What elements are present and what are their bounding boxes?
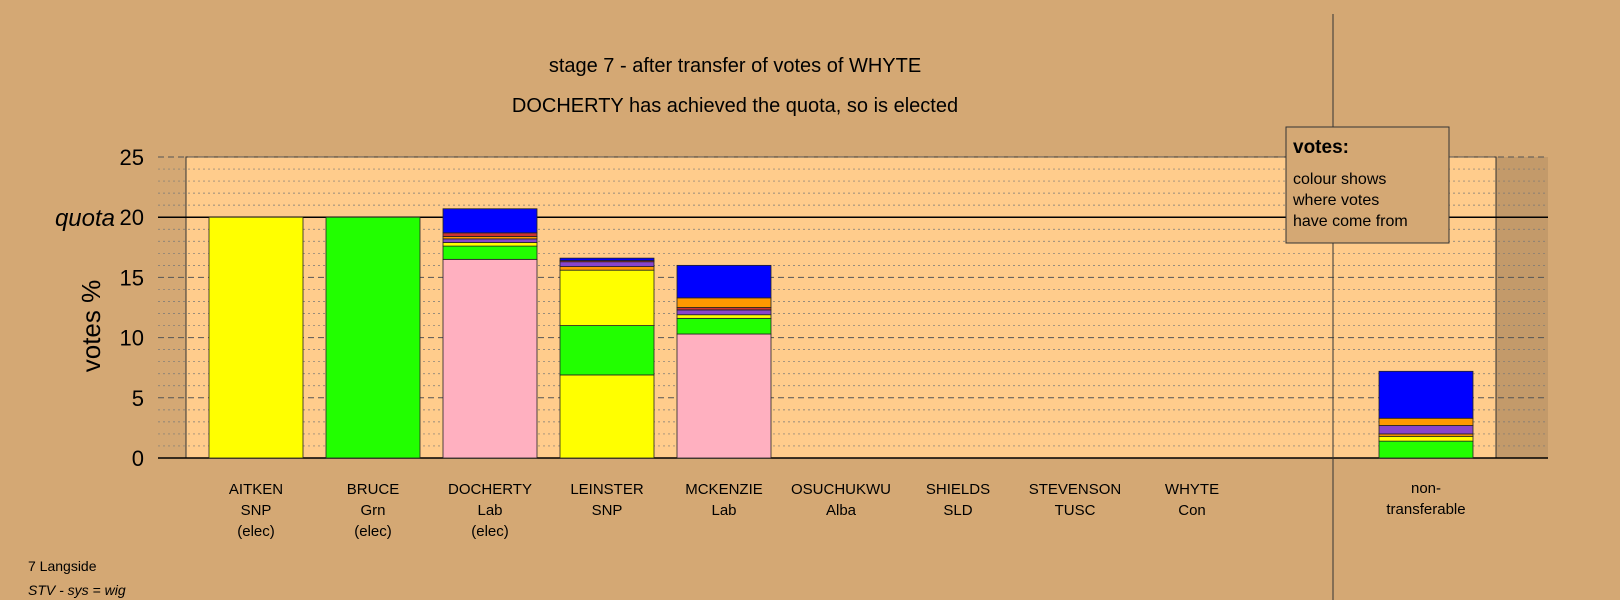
nontransferable-label: non- xyxy=(1411,480,1441,497)
x-category-label: (elec) xyxy=(354,523,392,540)
bar-segment xyxy=(442,242,538,247)
nontransferable-segment xyxy=(1378,440,1474,459)
bar-segment xyxy=(442,258,538,459)
bar-segment xyxy=(559,266,655,271)
x-category-label: SNP xyxy=(241,502,272,519)
bar-segment xyxy=(442,232,538,237)
bar-segment xyxy=(442,208,538,234)
ward-name: 7 Langside xyxy=(28,558,97,574)
bar-segment xyxy=(559,325,655,376)
x-category-label: WHYTE xyxy=(1165,481,1219,498)
bar-segment xyxy=(676,314,772,319)
x-category-label: (elec) xyxy=(471,523,509,540)
chart-subtitle: DOCHERTY has achieved the quota, so is e… xyxy=(512,95,958,117)
y-axis-label: votes % xyxy=(76,280,106,373)
nontransferable-segment xyxy=(1378,370,1474,419)
quota-label: quota xyxy=(55,205,115,232)
legend-line-3: have come from xyxy=(1293,213,1408,230)
x-category-label: Lab xyxy=(477,502,502,519)
x-category-label: Grn xyxy=(360,502,385,519)
legend-title: votes: xyxy=(1293,137,1349,158)
bars xyxy=(208,208,1474,459)
x-category-label: Alba xyxy=(826,502,857,519)
chart-title: stage 7 - after transfer of votes of WHY… xyxy=(549,55,921,77)
x-category-label: DOCHERTY xyxy=(448,481,532,498)
y-tick-label: 20 xyxy=(120,205,144,230)
y-tick-label: 0 xyxy=(132,446,144,471)
x-category-label: BRUCE xyxy=(347,481,400,498)
y-tick-label: 10 xyxy=(120,326,144,351)
bar-segment xyxy=(442,238,538,243)
bar-segment xyxy=(559,374,655,459)
system-label: STV - sys = wig xyxy=(28,582,126,598)
x-category-label: MCKENZIE xyxy=(685,481,763,498)
x-category-label: TUSC xyxy=(1055,502,1096,519)
x-category-label: SNP xyxy=(592,502,623,519)
legend-line-2: where votes xyxy=(1292,192,1379,209)
bar-segment xyxy=(325,216,421,459)
legend-box: votes: colour shows where votes have com… xyxy=(1285,126,1450,244)
bar-segment xyxy=(559,269,655,326)
bar-segment xyxy=(208,216,304,459)
x-axis-labels: AITKEN SNP (elec) BRUCE Grn (elec) DOCHERTY Lab… xyxy=(229,480,1466,540)
bar-segment xyxy=(676,297,772,308)
y-axis: 0 5 10 15 20 25 xyxy=(120,145,144,471)
x-category-label: OSUCHUKWU xyxy=(791,481,891,498)
bar-segment xyxy=(559,257,655,261)
y-tick-label: 5 xyxy=(132,386,144,411)
bar-segment xyxy=(676,333,772,459)
bar-segment xyxy=(676,309,772,316)
nontransferable-segment xyxy=(1378,417,1474,426)
bar-segment xyxy=(442,245,538,260)
legend-line-1: colour shows xyxy=(1293,171,1386,188)
bar-segment xyxy=(676,264,772,299)
x-category-label: SLD xyxy=(943,502,972,519)
x-category-label: Con xyxy=(1178,502,1206,519)
nontransferable-label: transferable xyxy=(1386,501,1465,518)
x-category-label: AITKEN xyxy=(229,481,283,498)
bar-segment xyxy=(559,261,655,267)
nontransferable-segment xyxy=(1378,425,1474,435)
x-category-label: SHIELDS xyxy=(926,481,990,498)
y-tick-label: 25 xyxy=(120,145,144,170)
x-category-label: LEINSTER xyxy=(570,481,644,498)
x-category-label: STEVENSON xyxy=(1029,481,1122,498)
x-category-label: Lab xyxy=(711,502,736,519)
nontransferable-shade xyxy=(1496,157,1548,458)
nontransferable-segment xyxy=(1378,435,1474,442)
bar-segment xyxy=(676,317,772,335)
x-category-label: (elec) xyxy=(237,523,275,540)
y-tick-label: 15 xyxy=(120,265,144,290)
